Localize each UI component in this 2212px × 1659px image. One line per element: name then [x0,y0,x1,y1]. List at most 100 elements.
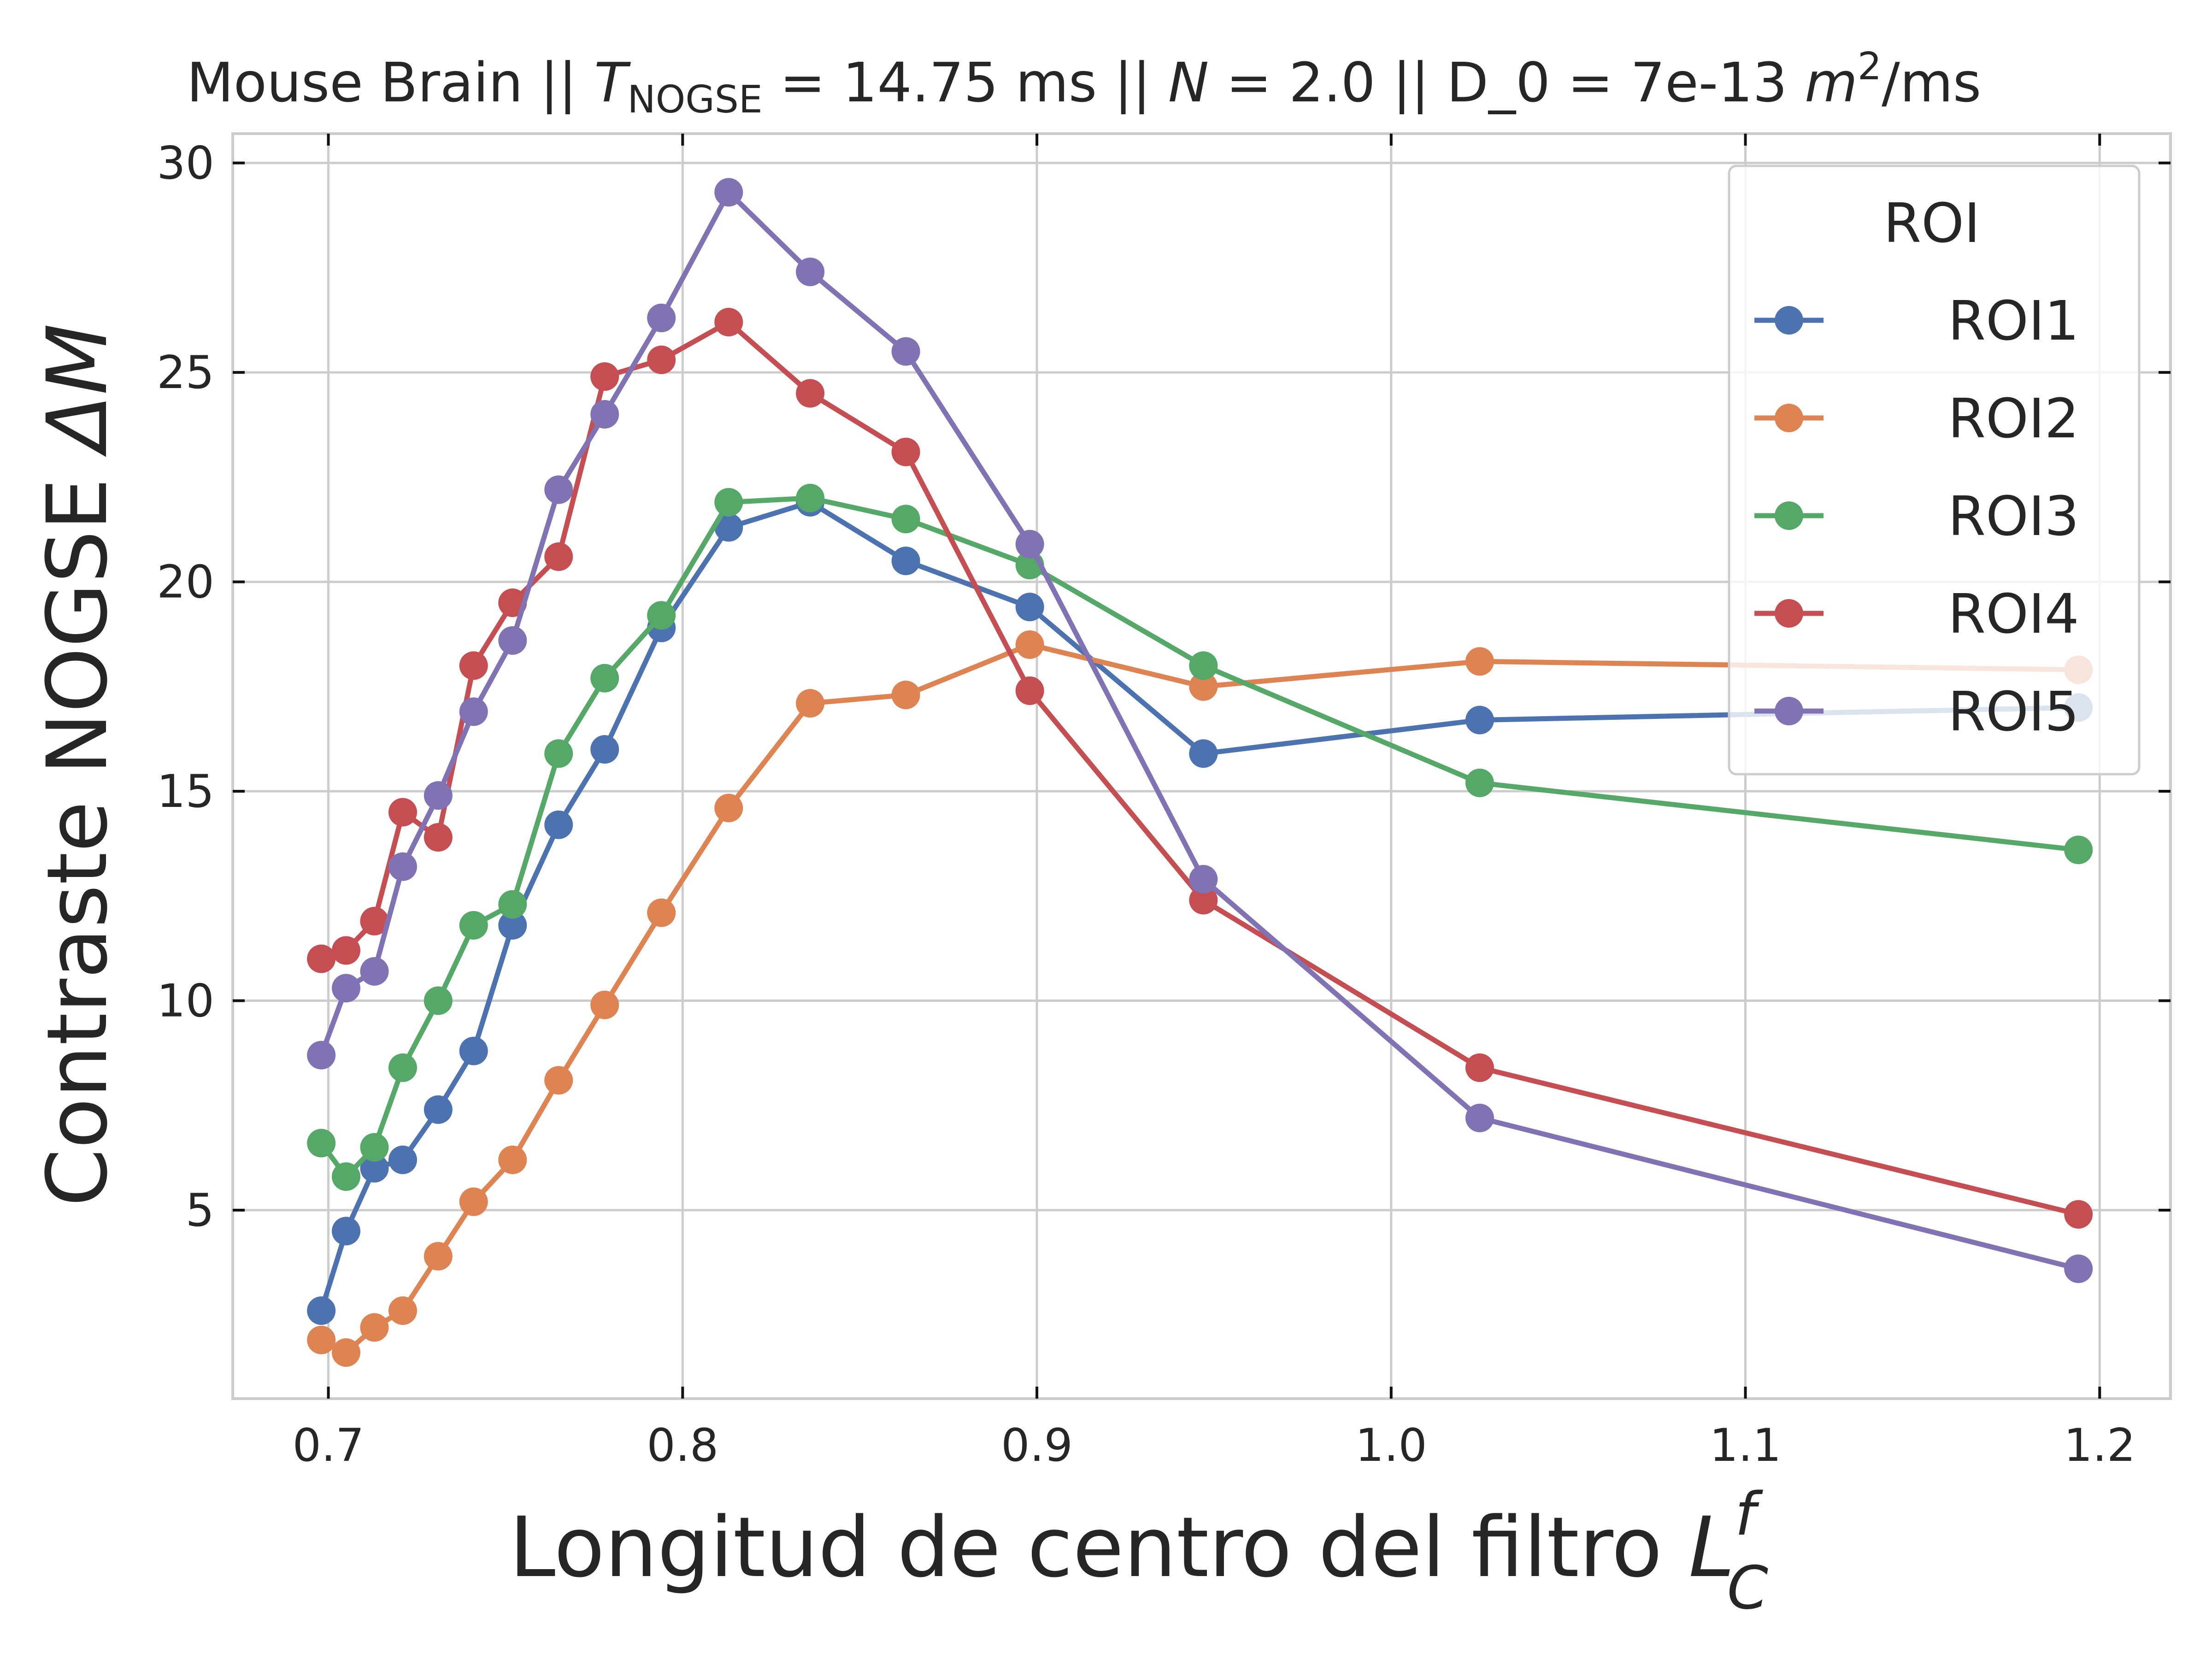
chart-title: Mouse Brain || TNOGSE = 14.75 ms || N = … [187,45,1981,122]
y-axis-title: Contraste NOGSE ΔM [29,324,126,1207]
legend-label: ROI1 [1948,289,2079,353]
legend-swatch-marker [1775,404,1803,432]
data-point-roi1 [424,1095,453,1124]
y-tick-label: 15 [157,765,214,818]
data-point-roi1 [544,810,573,839]
data-point-roi4 [891,437,920,466]
series-roi4 [307,308,2093,1229]
data-point-roi5 [544,475,573,504]
data-point-roi4 [307,944,336,973]
data-point-roi1 [307,1296,336,1325]
legend-swatch-marker [1775,501,1803,530]
data-point-roi5 [360,957,389,986]
title-t-sub: NOGSE [627,78,762,122]
data-point-roi4 [1015,676,1044,705]
legend-swatch-marker [1775,697,1803,725]
data-point-roi1 [331,1217,360,1246]
data-point-roi1 [360,1154,389,1183]
title-n-value: = 2.0 || D_0 = 7e-13 [1209,51,1805,114]
x-tick-label: 0.9 [1001,1419,1073,1472]
legend-label: ROI3 [1948,484,2079,548]
title-n-symbol: N [1168,51,1209,114]
data-point-roi4 [714,308,743,337]
x-axis-title-text: Longitud de centro del filtro [509,1500,1688,1596]
data-point-roi5 [1189,865,1218,894]
data-point-roi4 [647,345,676,374]
series-roi3 [307,483,2093,1191]
title-prefix: Mouse Brain || [187,51,594,114]
data-point-roi2 [647,898,676,927]
legend-label: ROI4 [1948,582,2079,646]
data-point-roi4 [331,936,360,965]
title-t-symbol: T [594,51,631,114]
data-point-roi5 [1465,1104,1494,1133]
data-point-roi5 [307,1041,336,1070]
data-point-roi5 [647,303,676,332]
data-point-roi2 [1015,630,1044,659]
data-point-roi1 [1189,739,1218,768]
legend-label: ROI2 [1948,387,2079,450]
data-point-roi3 [590,664,619,693]
data-point-roi4 [590,362,619,391]
data-point-roi5 [590,400,619,429]
series-roi5 [307,178,2093,1283]
data-point-roi5 [714,178,743,207]
data-point-roi5 [891,337,920,366]
data-point-roi1 [1465,706,1494,735]
y-tick-label: 25 [157,347,214,399]
data-point-roi4 [796,379,825,408]
title-t-value: = 14.75 ms || [763,51,1168,114]
data-point-roi1 [590,735,619,764]
data-point-roi5 [459,697,488,726]
data-point-roi2 [388,1296,417,1325]
data-point-roi2 [498,1145,527,1174]
data-point-roi4 [1189,886,1218,915]
legend-box [1728,165,2141,776]
data-point-roi3 [714,488,743,517]
data-point-roi3 [544,739,573,768]
y-tick-label: 20 [157,556,214,609]
data-point-roi3 [307,1129,336,1158]
data-point-roi3 [459,911,488,940]
x-tick-label: 0.7 [293,1419,365,1472]
data-point-roi5 [1015,529,1044,559]
data-point-roi2 [360,1313,389,1342]
title-unit-rest: /ms [1882,51,1981,114]
title-unit-exp: 2 [1858,45,1882,88]
data-point-roi4 [1465,1053,1494,1082]
legend: ROI ROI1 ROI2 ROI3 ROI4 ROI5 [1728,165,2141,776]
y-tick-label: 10 [157,975,214,1028]
data-point-roi1 [1015,593,1044,622]
data-point-roi1 [388,1145,417,1174]
data-point-roi4 [2064,1200,2093,1229]
y-axis-title-symbol: ΔM [29,324,126,457]
x-axis-title: Longitud de centro del filtro Lf C [509,1480,1768,1623]
plot-frame [231,132,2172,1400]
x-axis-title-symbol: L [1688,1500,1735,1596]
data-point-roi3 [498,890,527,919]
data-point-roi3 [796,483,825,512]
data-point-roi3 [360,1133,389,1162]
data-point-roi5 [2064,1254,2093,1283]
data-point-roi2 [1189,672,1218,701]
data-point-roi3 [388,1053,417,1082]
axes: 0.7 0.8 0.9 1.0 1.1 1.2 5 10 15 20 25 30 [157,132,2172,1472]
data-point-roi2 [891,680,920,709]
data-point-roi2 [424,1241,453,1271]
data-point-roi2 [714,794,743,823]
data-point-roi5 [388,852,417,881]
data-point-roi3 [891,505,920,534]
data-point-roi5 [331,974,360,1003]
data-point-roi3 [424,986,453,1015]
data-point-roi3 [2064,835,2093,865]
x-tick-label: 1.2 [2064,1419,2136,1472]
data-point-roi1 [714,513,743,542]
y-tick-label: 5 [186,1184,214,1237]
data-point-roi2 [544,1066,573,1095]
data-point-roi3 [1189,651,1218,680]
x-tick-label: 1.1 [1710,1419,1782,1472]
data-point-roi3 [647,601,676,630]
data-point-roi1 [498,911,527,940]
data-point-roi5 [424,781,453,810]
